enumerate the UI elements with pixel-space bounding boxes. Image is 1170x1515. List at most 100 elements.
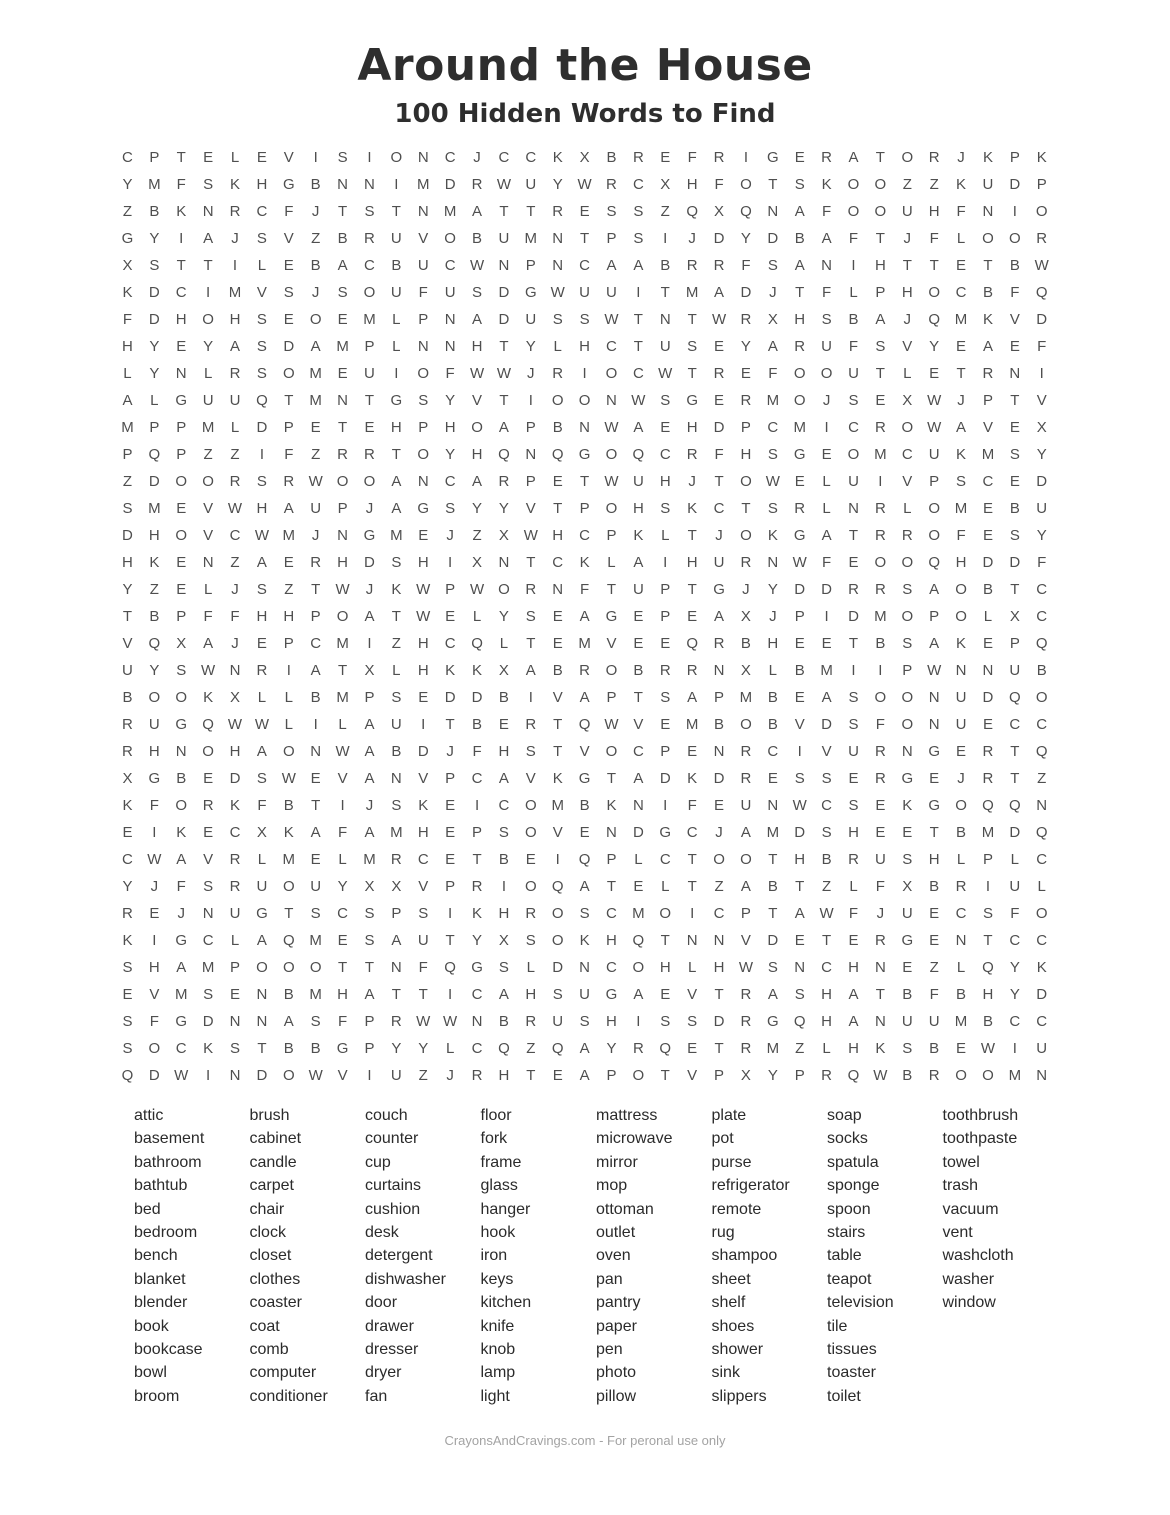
- grid-letter: C: [848, 419, 859, 436]
- grid-letter: M: [820, 662, 833, 679]
- grid-letter: L: [203, 365, 213, 382]
- grid-letter: P: [364, 1040, 375, 1057]
- grid-letter: O: [605, 500, 618, 517]
- grid-letter: W: [201, 662, 216, 679]
- grid-letter: T: [633, 689, 643, 706]
- grid-letter: O: [847, 176, 860, 193]
- grid-letter: I: [179, 230, 184, 247]
- grid-letter: W: [927, 392, 942, 409]
- grid-letter: T: [795, 284, 805, 301]
- grid-letter: B: [848, 311, 859, 328]
- word-item: iron: [480, 1247, 508, 1265]
- word-item: towel: [942, 1153, 980, 1171]
- grid-letter: A: [821, 689, 832, 706]
- grid-letter: D: [256, 1067, 268, 1084]
- grid-letter: D: [632, 824, 644, 841]
- grid-letter: U: [525, 311, 537, 328]
- word-item: shelf: [711, 1294, 746, 1312]
- grid-letter: D: [713, 419, 725, 436]
- grid-letter: A: [364, 986, 375, 1003]
- grid-letter: Q: [121, 1067, 134, 1084]
- grid-letter: W: [335, 743, 350, 760]
- grid-letter: I: [448, 986, 453, 1003]
- grid-letter: S: [633, 230, 644, 247]
- grid-letter: T: [1010, 743, 1020, 760]
- grid-letter: S: [391, 689, 402, 706]
- grid-letter: E: [310, 851, 321, 868]
- grid-letter: W: [604, 473, 619, 490]
- grid-letter: L: [230, 149, 240, 166]
- grid-letter: N: [686, 932, 698, 949]
- grid-letter: O: [498, 581, 510, 598]
- grid-letter: G: [605, 608, 618, 625]
- grid-letter: F: [580, 581, 590, 598]
- grid-letter: A: [633, 419, 644, 436]
- grid-letter: I: [1012, 1040, 1017, 1057]
- grid-letter: W: [174, 1067, 189, 1084]
- grid-letter: P: [794, 608, 805, 625]
- grid-letter: S: [848, 392, 859, 409]
- grid-letter: I: [743, 149, 749, 166]
- grid-letter: R: [471, 878, 483, 895]
- grid-letter: B: [821, 851, 832, 868]
- grid-letter: H: [659, 473, 671, 490]
- word-item: toothpaste: [942, 1130, 1018, 1148]
- grid-letter: C: [955, 905, 967, 922]
- grid-letter: T: [714, 986, 724, 1003]
- grid-letter: W: [711, 311, 727, 328]
- grid-letter: W: [765, 473, 780, 490]
- grid-letter: O: [1035, 689, 1048, 706]
- grid-letter: T: [445, 716, 455, 733]
- grid-letter: O: [955, 608, 967, 625]
- grid-letter: B: [337, 230, 348, 247]
- grid-letter: M: [282, 851, 296, 868]
- grid-letter: N: [955, 932, 967, 949]
- word-item: coaster: [249, 1294, 302, 1312]
- grid-letter: Y: [472, 932, 483, 949]
- grid-letter: V: [525, 770, 536, 787]
- grid-letter: D: [364, 554, 375, 571]
- grid-letter: I: [448, 554, 453, 571]
- grid-letter: S: [230, 1040, 241, 1057]
- grid-letter: H: [525, 986, 537, 1003]
- grid-letter: Y: [445, 392, 456, 409]
- grid-letter: F: [1037, 554, 1047, 571]
- grid-letter: B: [794, 230, 805, 247]
- grid-letter: B: [472, 716, 483, 733]
- grid-letter: R: [632, 1040, 644, 1057]
- grid-letter: U: [417, 932, 429, 949]
- grid-letter: L: [956, 851, 966, 868]
- grid-letter: R: [283, 473, 295, 490]
- word-item: tile: [827, 1317, 848, 1335]
- grid-letter: O: [336, 473, 349, 490]
- grid-letter: P: [1036, 176, 1047, 193]
- grid-letter: V: [256, 284, 267, 301]
- grid-letter: H: [337, 986, 348, 1003]
- grid-letter: D: [148, 284, 160, 301]
- grid-letter: H: [417, 662, 429, 679]
- grid-letter: N: [552, 230, 564, 247]
- grid-letter: K: [418, 797, 429, 814]
- grid-letter: D: [498, 284, 510, 301]
- grid-letter: K: [956, 635, 967, 652]
- grid-letter: R: [686, 662, 698, 679]
- grid-letter: S: [821, 770, 832, 787]
- grid-letter: V: [982, 419, 993, 436]
- grid-letter: B: [982, 581, 993, 598]
- grid-letter: O: [524, 824, 537, 841]
- grid-letter: N: [417, 149, 429, 166]
- grid-letter: N: [659, 311, 671, 328]
- grid-letter: Q: [1009, 689, 1021, 706]
- grid-letter: L: [526, 959, 535, 976]
- grid-letter: T: [499, 338, 509, 355]
- grid-letter: X: [767, 311, 778, 328]
- word-item: coat: [249, 1317, 280, 1335]
- grid-letter: M: [1008, 1067, 1022, 1084]
- grid-letter: J: [150, 878, 159, 895]
- grid-letter: C: [821, 959, 833, 976]
- grid-letter: S: [337, 149, 348, 166]
- grid-letter: R: [794, 338, 806, 355]
- grid-letter: D: [148, 1067, 160, 1084]
- grid-letter: E: [929, 365, 940, 382]
